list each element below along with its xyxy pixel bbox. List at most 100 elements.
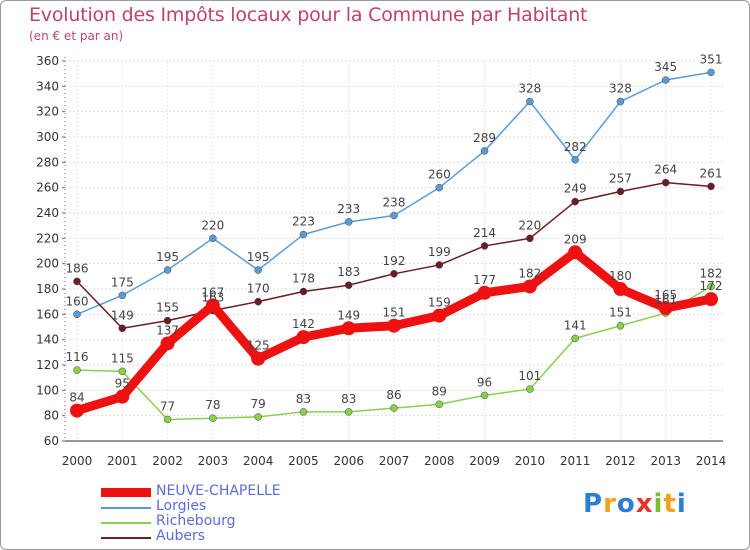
- point-lorgies: [73, 310, 81, 319]
- point-richebourg: [73, 366, 81, 374]
- data-label-aubers: 183: [337, 265, 360, 279]
- data-label-neuve-chapelle: 167: [201, 285, 224, 299]
- data-label-neuve-chapelle: 84: [69, 391, 84, 405]
- point-lorgies: [299, 230, 308, 239]
- data-label-neuve-chapelle: 149: [337, 308, 360, 322]
- logo-letter: o: [616, 489, 636, 519]
- point-aubers: [435, 261, 444, 269]
- data-label-lorgies: 195: [247, 250, 270, 264]
- data-label-neuve-chapelle: 142: [292, 317, 315, 331]
- x-tick-label: 2012: [605, 454, 636, 468]
- point-lorgies: [118, 291, 127, 300]
- y-tick-label: 80: [44, 409, 59, 423]
- data-label-aubers: 264: [654, 163, 677, 177]
- data-label-neuve-chapelle: 180: [609, 269, 632, 283]
- point-lorgies: [480, 147, 489, 155]
- point-aubers: [390, 270, 398, 278]
- point-aubers: [73, 277, 81, 286]
- data-label-lorgies: 282: [564, 140, 587, 154]
- point-lorgies: [344, 218, 353, 226]
- data-label-lorgies: 233: [337, 202, 360, 216]
- point-richebourg: [254, 413, 262, 421]
- x-tick-label: 2004: [243, 454, 274, 468]
- legend-label: Lorgies: [156, 498, 207, 514]
- data-label-aubers: 199: [428, 245, 451, 259]
- logo-letter: t: [663, 489, 677, 519]
- y-tick-label: 360: [36, 54, 59, 68]
- data-label-aubers: 257: [609, 171, 632, 185]
- data-label-lorgies: 260: [428, 168, 451, 182]
- data-label-aubers: 155: [156, 301, 179, 315]
- x-tick-label: 2014: [696, 454, 727, 468]
- data-label-aubers: 214: [473, 226, 496, 240]
- point-neuve-chapelle: [160, 336, 175, 351]
- data-label-aubers: 170: [247, 282, 270, 296]
- y-tick-label: 60: [44, 434, 59, 448]
- data-label-aubers: 178: [292, 272, 315, 286]
- grid: [65, 60, 723, 442]
- data-label-richebourg: 83: [341, 392, 356, 406]
- y-tick-label: 200: [36, 257, 59, 271]
- data-label-neuve-chapelle: 182: [518, 266, 541, 280]
- point-aubers: [344, 281, 353, 289]
- y-tick-label: 340: [36, 79, 59, 93]
- axes: 60 80 100 120 140 160 180 200 220 240 260 280 300 320…: [36, 54, 726, 468]
- logo-letter: r: [603, 489, 617, 519]
- point-richebourg: [480, 391, 489, 400]
- point-neuve-chapelle: [70, 403, 84, 418]
- point-aubers: [480, 242, 489, 250]
- point-aubers: [707, 182, 715, 191]
- data-label-richebourg: 86: [386, 388, 401, 402]
- point-lorgies: [435, 183, 444, 192]
- data-label-richebourg: 89: [432, 384, 447, 398]
- data-label-lorgies: 160: [66, 294, 89, 308]
- point-richebourg: [435, 400, 444, 409]
- y-tick-label: 320: [36, 105, 59, 119]
- point-richebourg: [344, 408, 353, 416]
- point-aubers: [571, 197, 579, 206]
- point-lorgies: [616, 97, 625, 106]
- data-label-lorgies: 195: [156, 250, 179, 264]
- point-neuve-chapelle: [205, 298, 220, 313]
- point-neuve-chapelle: [341, 321, 356, 336]
- legend-swatch-neuve-chapelle: [101, 488, 151, 497]
- data-label-aubers: 261: [700, 166, 723, 180]
- data-label-richebourg: 161: [654, 293, 677, 307]
- x-tick-label: 2008: [424, 454, 455, 468]
- legend-label: NEUVE-CHAPELLE: [156, 483, 281, 499]
- point-aubers: [299, 287, 308, 296]
- x-tick-label: 2003: [198, 454, 229, 468]
- data-label-neuve-chapelle: 125: [247, 339, 270, 353]
- point-neuve-chapelle: [432, 308, 447, 323]
- legend-label: Richebourg: [156, 513, 236, 529]
- point-richebourg: [526, 385, 534, 393]
- y-tick-label: 100: [36, 383, 59, 397]
- legend-label: Aubers: [156, 528, 205, 544]
- x-tick-label: 2010: [515, 454, 546, 468]
- x-tick-label: 2001: [107, 454, 138, 468]
- point-neuve-chapelle: [704, 292, 718, 307]
- data-label-lorgies: 175: [111, 275, 134, 289]
- data-label-richebourg: 101: [518, 369, 541, 383]
- point-lorgies: [209, 234, 217, 243]
- data-label-richebourg: 83: [296, 392, 311, 406]
- y-tick-label: 260: [36, 181, 59, 195]
- data-label-richebourg: 79: [251, 397, 266, 411]
- data-label-neuve-chapelle: 159: [428, 296, 451, 310]
- data-label-neuve-chapelle: 177: [473, 273, 496, 287]
- point-aubers: [526, 234, 534, 243]
- data-label-lorgies: 223: [292, 215, 315, 229]
- point-neuve-chapelle: [387, 318, 401, 333]
- logo-letter: P: [583, 489, 604, 519]
- x-tick-label: 2011: [560, 454, 591, 468]
- series-lines: [70, 68, 718, 424]
- point-richebourg: [390, 404, 398, 412]
- logo-letter: x: [635, 489, 654, 519]
- x-tick-label: 2009: [469, 454, 500, 468]
- data-label-lorgies: 351: [700, 52, 723, 66]
- point-aubers: [118, 324, 127, 333]
- x-tick-label: 2013: [650, 454, 681, 468]
- data-label-richebourg: 151: [609, 306, 632, 320]
- y-tick-label: 300: [36, 130, 59, 144]
- data-label-neuve-chapelle: 151: [383, 306, 406, 320]
